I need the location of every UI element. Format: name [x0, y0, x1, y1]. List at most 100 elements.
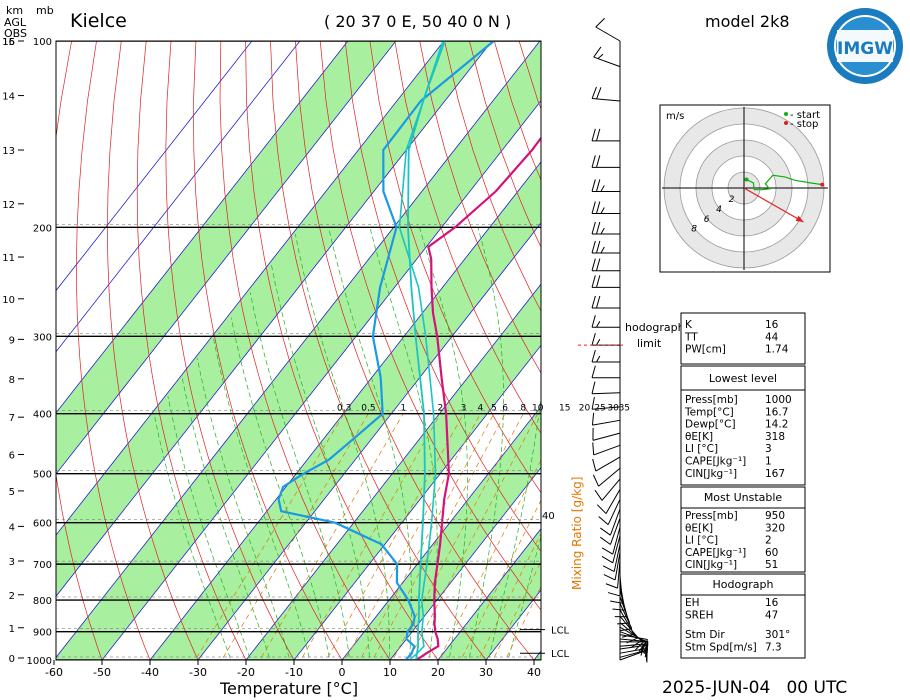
index-value: 318	[765, 431, 785, 443]
storm-motion-vector	[743, 187, 804, 223]
index-value: 320	[765, 522, 785, 534]
wind-barb	[591, 179, 620, 192]
dry-adiabat-line	[76, 41, 151, 660]
index-box-unstable	[680, 486, 806, 573]
index-value: 60	[765, 547, 778, 559]
hodograph-stop-point	[820, 182, 825, 187]
moist-adiabat-line	[153, 413, 232, 660]
index-label: EH	[685, 597, 700, 609]
mixing-ratio-line	[438, 459, 541, 660]
height-tick-label: 12	[2, 200, 15, 211]
wind-barb	[591, 86, 621, 102]
pressure-tick-label: 800	[33, 596, 52, 607]
wind-barb	[600, 508, 621, 536]
index-value: 47	[765, 609, 778, 621]
height-tick-label: 14	[2, 92, 15, 103]
dry-adiabat-line	[295, 41, 535, 660]
isotherm-line	[245, 283, 541, 660]
mixing-ratio-label: 1	[400, 404, 406, 414]
height-tick-label: 6	[9, 451, 15, 462]
skew-t-diagram: 0.3 0.5 1 2 3 4 5 6 8 10 15 20 25 30 35 10020030040050…	[2, 37, 630, 679]
dry-adiabat-line	[136, 41, 247, 660]
index-value: 301°	[765, 629, 790, 641]
height-tick-label: 8	[9, 375, 15, 386]
wind-barb	[592, 427, 621, 441]
height-unit-agl: AGL	[4, 16, 27, 29]
temperature-tick-label: -40	[141, 666, 159, 679]
mixing-ratio-line	[194, 413, 345, 660]
hodograph-ring-label: 2	[729, 195, 735, 205]
temperature-tick-label: 0	[339, 666, 346, 679]
pressure-tick-label: 600	[33, 519, 52, 530]
index-label: θE[K]	[685, 431, 713, 443]
wind-barb	[598, 499, 621, 526]
storm-motion-arrowhead	[795, 215, 804, 222]
mixing-ratio-label: 35	[619, 404, 630, 414]
index-label: TT	[684, 331, 698, 343]
moist-adiabat-line	[212, 336, 311, 660]
temperature-tick-label: -20	[237, 666, 255, 679]
mixing-ratio-label: 8	[520, 404, 526, 414]
isotherm-line	[56, 41, 397, 475]
index-label: CIN[Jkg⁻¹]	[685, 559, 737, 571]
wind-barb	[591, 155, 620, 168]
wind-barb	[591, 295, 620, 309]
isotherm-line	[101, 100, 541, 660]
station-coords: ( 20 37 0 E, 50 40 0 N )	[324, 12, 511, 31]
wind-barb	[592, 467, 621, 487]
mixing-ratio-line	[478, 532, 541, 660]
mixing-ratio-line	[505, 585, 541, 660]
index-value: 16	[765, 319, 779, 331]
mixing-ratio-line	[408, 413, 538, 660]
dry-adiabat-line	[165, 41, 295, 660]
mixing-ratio-label: 2	[438, 404, 444, 414]
hodograph-ring-label: 6	[704, 215, 710, 225]
height-tick-label: 16	[2, 37, 15, 48]
moist-adiabat-line	[196, 357, 291, 660]
index-label: Dewp[°C]	[685, 419, 736, 431]
index-section-title: Most Unstable	[704, 491, 783, 504]
isotherm-line	[293, 344, 541, 660]
height-tick-label: 13	[2, 146, 15, 157]
index-box-top	[680, 312, 806, 365]
index-value: 167	[765, 468, 785, 480]
wind-barb	[591, 333, 620, 346]
wind-barb	[591, 128, 620, 142]
index-label: CAPE[Jkg⁻¹]	[685, 456, 746, 468]
height-tick-label: 11	[2, 253, 15, 264]
isotherm-line	[56, 41, 349, 414]
height-tick-label: 0	[9, 654, 15, 665]
wind-barb	[591, 381, 621, 395]
dewpoint-profile	[277, 41, 495, 660]
hodograph-unit: m/s	[666, 111, 684, 122]
hodograph-legend-start: - start	[790, 110, 820, 121]
index-label: Temp[°C]	[684, 406, 734, 418]
height-tick-label: 15	[2, 37, 15, 48]
mixing-ratio-label: 4	[478, 404, 484, 414]
height-tick-label: 4	[9, 522, 15, 533]
moist-adiabat-line	[167, 396, 251, 660]
isotherm-line	[437, 528, 541, 660]
hodograph-ring-label: 4	[716, 205, 722, 215]
index-label: Stm Spd[m/s]	[685, 641, 757, 653]
dry-adiabat-line	[10, 41, 58, 673]
mixing-ratio-label: 30	[607, 404, 619, 414]
wind-barb	[603, 552, 621, 581]
mixing-ratio-label: 6	[502, 404, 508, 414]
mixing-ratio-label: 0.3	[337, 404, 351, 414]
lcl-label: LCL	[551, 649, 570, 660]
isotherm-line	[56, 41, 253, 292]
index-section-title: Hodograph	[713, 578, 774, 591]
height-tick-label: 7	[9, 413, 15, 424]
pressure-unit: mb	[36, 4, 54, 17]
wind-barb	[591, 221, 620, 235]
wind-barb	[619, 615, 639, 644]
index-section-title: Lowest level	[709, 372, 777, 385]
wind-barb	[591, 396, 621, 410]
pressure-tick-label: 400	[33, 410, 52, 421]
mixing-ratio-line	[344, 413, 481, 660]
moist-adiabat-line	[468, 227, 504, 660]
mixing-ratio-line	[492, 560, 541, 660]
temperature-tick-label: 40	[527, 666, 541, 679]
moist-adiabat-line	[249, 292, 350, 660]
